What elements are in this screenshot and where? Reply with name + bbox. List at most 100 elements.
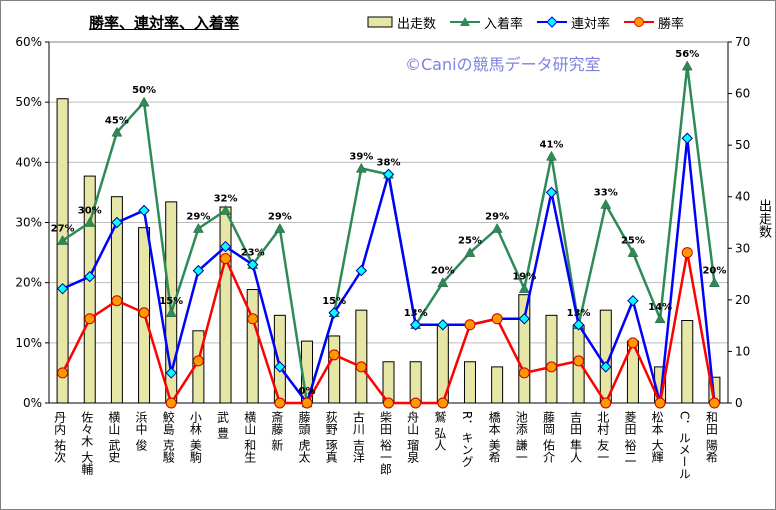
place-rate-point <box>546 150 557 161</box>
win-rate-point <box>600 397 612 409</box>
legend: 出走数 入着率 連対率 勝率 <box>367 11 684 33</box>
quinella-rate-point <box>328 307 340 319</box>
chart-title: 勝率、連対率、入着率 <box>89 14 240 32</box>
place-rate-point <box>437 277 449 287</box>
right-tick-label: 30 <box>735 241 750 255</box>
quinella-rate-point <box>274 361 286 373</box>
x-tick-label: 橋本 美希 <box>487 411 501 463</box>
legend-item-starts: 出走数 <box>367 13 436 32</box>
quinella-rate-point <box>165 367 177 379</box>
quinella-rate-point <box>437 319 449 331</box>
x-tick-label: 鮫島 克駿 <box>161 410 175 464</box>
x-tick-label: 北村 友一 <box>596 411 610 463</box>
legend-item-quinella-rate: 連対率 <box>537 13 610 32</box>
win-rate-point <box>518 367 530 379</box>
win-rate-point <box>491 313 503 325</box>
place-rate-data-label: 25% <box>458 236 482 247</box>
legend-bar-swatch-icon <box>367 16 393 28</box>
place-rate-data-label: 25% <box>621 236 645 247</box>
bar-starts <box>56 98 69 404</box>
place-rate-point <box>138 96 150 107</box>
x-tick-label: 斎藤 新 <box>270 410 284 451</box>
place-rate-point <box>518 283 530 293</box>
place-rate-data-label: 32% <box>214 193 238 204</box>
right-tick-label: 10 <box>735 344 750 358</box>
right-tick-label: 40 <box>735 190 750 204</box>
x-tick-label: 古川 吉洋 <box>351 410 365 463</box>
bar-starts <box>409 361 422 404</box>
place-rate-data-label: 19% <box>512 272 536 283</box>
bar-starts <box>246 289 259 404</box>
x-tick-label: 和田 陽希 <box>704 411 718 463</box>
win-rate-point <box>247 313 259 325</box>
quinella-rate-point <box>219 240 232 253</box>
x-tick-label: R．キング <box>460 411 474 467</box>
win-rate-point <box>165 397 177 409</box>
bar-starts <box>219 206 232 404</box>
bar-starts <box>328 335 341 404</box>
place-rate-point <box>220 204 231 215</box>
win-rate-point <box>301 397 313 409</box>
place-rate-data-label: 41% <box>539 139 563 150</box>
left-tick-label: 40% <box>15 155 42 169</box>
place-rate-point <box>654 313 666 324</box>
x-tick-label: 舟山 瑠泉 <box>406 411 420 463</box>
left-tick-label: 10% <box>15 336 42 350</box>
win-rate-point <box>355 361 367 373</box>
left-tick-label: 30% <box>15 216 42 230</box>
place-rate-point <box>192 223 204 233</box>
win-rate-point <box>84 313 96 325</box>
place-rate-data-label: 29% <box>186 212 210 223</box>
x-tick-label: 横山 武史 <box>107 411 121 463</box>
legend-label-place-rate: 入着率 <box>484 16 524 32</box>
bar-starts <box>463 361 476 404</box>
watermark: ©Caniの競馬データ研究室 <box>405 55 601 74</box>
place-rate-point <box>165 307 177 317</box>
quinella-rate-point <box>138 204 150 217</box>
win-rate-point <box>681 247 693 259</box>
legend-label-quinella-rate: 連対率 <box>571 16 611 32</box>
win-rate-point <box>274 397 286 409</box>
x-tick-label: 柴田 裕一郎 <box>379 411 393 475</box>
win-rate-point <box>464 319 476 331</box>
quinella-rate-point <box>382 168 395 181</box>
place-rate-point <box>681 60 693 71</box>
x-tick-label: 丹内 祐次 <box>53 411 67 463</box>
bar-starts <box>545 314 558 404</box>
place-rate-data-label: 29% <box>268 212 292 223</box>
x-tick-label: 佐々木 大輔 <box>80 411 94 476</box>
place-rate-data-label: 50% <box>132 85 156 96</box>
place-rate-data-label: 39% <box>349 151 373 162</box>
x-tick-label: 小林 美駒 <box>188 411 202 464</box>
place-rate-data-label: 13% <box>404 308 428 319</box>
quinella-rate-point <box>355 264 368 277</box>
place-rate-data-label: 20% <box>702 266 726 277</box>
x-tick-label: 池添 謙一 <box>514 411 528 463</box>
bar-starts <box>518 294 531 404</box>
place-rate-data-label: 45% <box>105 115 129 126</box>
place-rate-data-label: 13% <box>567 308 591 319</box>
quinella-rate-point <box>518 313 531 325</box>
left-tick-label: 60% <box>15 35 42 49</box>
quinella-rate-point <box>600 361 612 373</box>
right-tick-label: 60 <box>735 87 750 101</box>
x-tick-label: 藤岡 佑介 <box>541 411 555 463</box>
quinella-rate-point <box>681 132 693 144</box>
bar-starts <box>681 319 694 404</box>
x-tick-label: 菱田 裕二 <box>623 411 637 463</box>
quinella-rate-point <box>111 216 123 229</box>
x-tick-label: 松本 大輝 <box>650 411 664 463</box>
place-rate-data-label: 29% <box>485 212 509 223</box>
left-tick-label: 20% <box>15 276 42 290</box>
right-tick-label: 20 <box>735 293 750 307</box>
quinella-rate-point <box>545 186 558 199</box>
right-axis-title: 出走数 <box>756 199 771 238</box>
place-rate-data-label: 15% <box>322 296 346 307</box>
place-rate-point <box>57 235 69 245</box>
left-tick-label: 0% <box>23 396 42 410</box>
place-rate-point <box>464 247 476 257</box>
quinella-rate-point <box>627 295 639 307</box>
place-rate-data-label: 38% <box>377 157 401 168</box>
